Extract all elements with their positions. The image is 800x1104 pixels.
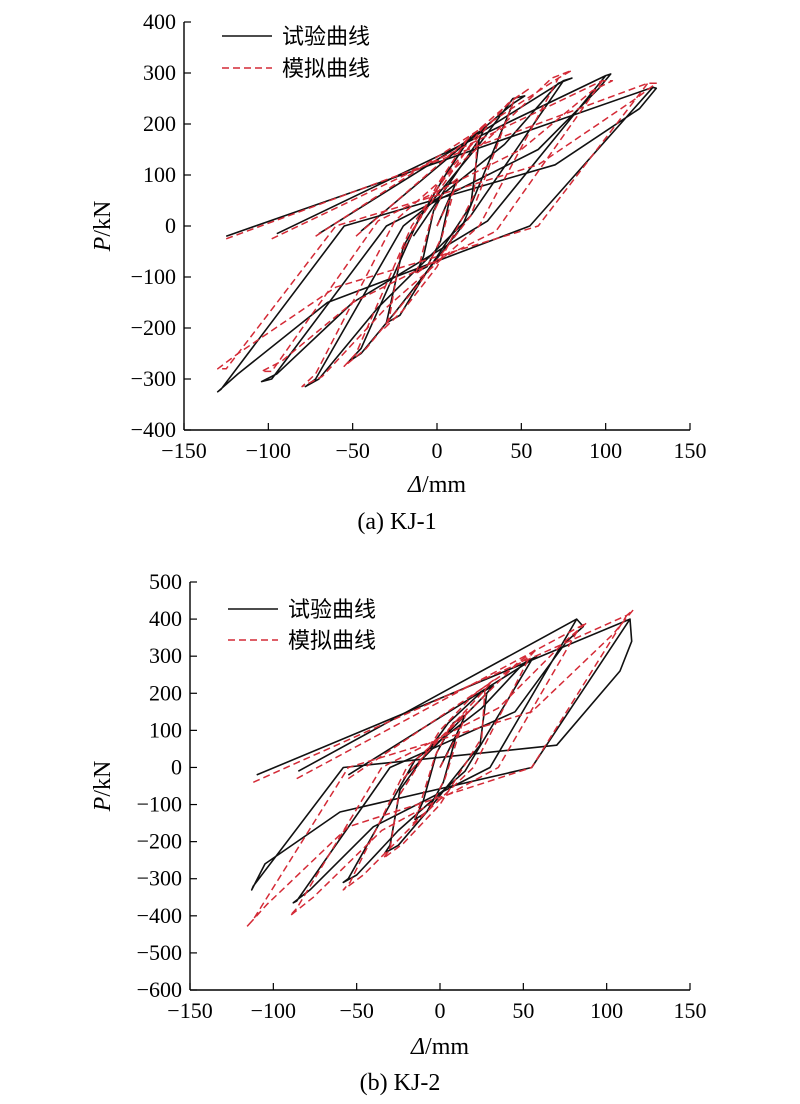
x-tick-label: 0 bbox=[435, 998, 446, 1023]
x-axis-label: Δ/mm bbox=[410, 1034, 469, 1060]
x-tick-label: 150 bbox=[674, 998, 707, 1023]
sim-loop-1 bbox=[382, 679, 495, 860]
x-tick-label: −150 bbox=[161, 438, 206, 463]
chart-caption: (b) KJ-2 bbox=[360, 1070, 441, 1096]
y-tick-label: −600 bbox=[137, 977, 182, 1002]
y-axis-label: P/kN bbox=[90, 761, 116, 813]
y-tick-label: −400 bbox=[137, 903, 182, 928]
legend-label: 试验曲线 bbox=[282, 25, 370, 50]
test-loop-2 bbox=[348, 95, 526, 362]
sim-loop-4 bbox=[245, 609, 635, 928]
y-axis-symbol: P bbox=[90, 236, 116, 252]
legend-label: 模拟曲线 bbox=[288, 629, 376, 654]
test-loop-3 bbox=[304, 77, 573, 388]
sim-loop-0 bbox=[414, 176, 460, 276]
chart-kj1: −150 −100 −50 0 50 100 150 −400 −300 −200 −100 0 100… bbox=[90, 9, 707, 535]
y-tick-label: 300 bbox=[143, 60, 176, 85]
x-tick-label: 100 bbox=[590, 998, 623, 1023]
test-curve-series bbox=[250, 618, 633, 904]
x-axis-label: Δ/mm bbox=[407, 472, 466, 498]
x-tick-label: 50 bbox=[510, 438, 532, 463]
x-tick-label: 50 bbox=[512, 998, 534, 1023]
y-axis-unit: /kN bbox=[90, 201, 116, 237]
x-tick-label: −100 bbox=[246, 438, 291, 463]
y-tick-label: 100 bbox=[143, 162, 176, 187]
sim-loop-3 bbox=[301, 69, 573, 388]
y-tick-label: 200 bbox=[143, 111, 176, 136]
y-axis-symbol: P bbox=[90, 796, 116, 812]
y-tick-label: 300 bbox=[149, 643, 182, 668]
y-tick-label: −200 bbox=[131, 315, 176, 340]
y-tick-label: −200 bbox=[137, 829, 182, 854]
y-tick-label: −400 bbox=[131, 417, 176, 442]
sim-loop-2 bbox=[342, 648, 538, 891]
y-tick-label: −100 bbox=[137, 792, 182, 817]
x-axis-symbol: Δ bbox=[410, 1034, 425, 1060]
legend-label: 试验曲线 bbox=[288, 598, 376, 623]
x-tick-label: −50 bbox=[339, 998, 373, 1023]
sim-loop-3 bbox=[289, 622, 588, 917]
x-axis-symbol: Δ bbox=[407, 472, 422, 498]
y-tick-label: −100 bbox=[131, 264, 176, 289]
test-loop-4 bbox=[250, 618, 633, 891]
y-tick-label: 0 bbox=[165, 213, 176, 238]
y-tick-label: 500 bbox=[149, 569, 182, 594]
y-tick-label: 200 bbox=[149, 680, 182, 705]
x-axis-unit: /mm bbox=[422, 472, 466, 498]
sim-curve-series bbox=[245, 609, 635, 928]
y-axis-label: P/kN bbox=[90, 201, 116, 253]
test-loop-2 bbox=[342, 655, 538, 884]
sim-curve-series bbox=[216, 69, 658, 388]
test-loop-5 bbox=[216, 86, 658, 393]
x-tick-label: 150 bbox=[674, 438, 707, 463]
y-tick-label: 400 bbox=[149, 606, 182, 631]
y-tick-label: −300 bbox=[137, 866, 182, 891]
y-tick-label: 100 bbox=[149, 717, 182, 742]
legend-label: 模拟曲线 bbox=[282, 57, 370, 82]
y-tick-label: 0 bbox=[171, 754, 182, 779]
x-tick-label: 0 bbox=[432, 438, 443, 463]
x-tick-label: −100 bbox=[251, 998, 296, 1023]
y-tick-label: 400 bbox=[143, 9, 176, 34]
x-tick-label: 100 bbox=[589, 438, 622, 463]
y-tick-label: −300 bbox=[131, 366, 176, 391]
test-loop-3 bbox=[292, 618, 585, 904]
x-axis-unit: /mm bbox=[425, 1034, 469, 1060]
x-tick-label: −50 bbox=[335, 438, 369, 463]
y-tick-label: −500 bbox=[137, 940, 182, 965]
sim-loop-4 bbox=[260, 79, 614, 373]
y-axis-unit: /kN bbox=[90, 761, 116, 797]
x-tick-label: −150 bbox=[167, 998, 212, 1023]
chart-kj2: −150 −100 −50 0 50 100 150−600−500−400−300−200… bbox=[90, 569, 707, 1096]
chart-caption: (a) KJ-1 bbox=[357, 509, 436, 535]
sim-loop-5 bbox=[216, 82, 658, 370]
sim-loop-0 bbox=[412, 711, 468, 824]
